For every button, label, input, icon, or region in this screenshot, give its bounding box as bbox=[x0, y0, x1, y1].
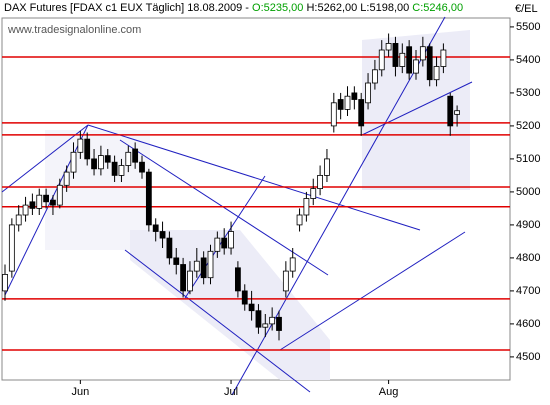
candle-body bbox=[269, 316, 276, 325]
candle-body bbox=[70, 151, 77, 173]
trend-line bbox=[87, 124, 421, 231]
candle-body bbox=[262, 323, 269, 328]
candle-body bbox=[2, 274, 8, 292]
candle-body bbox=[344, 95, 351, 110]
candle-body bbox=[433, 66, 440, 81]
candle-body bbox=[406, 46, 413, 74]
candle-body bbox=[303, 198, 310, 216]
candle-body bbox=[193, 260, 200, 272]
candle-body bbox=[337, 99, 344, 110]
candle-body bbox=[378, 49, 385, 71]
y-tick-label: 4600 bbox=[516, 318, 540, 330]
trend-line bbox=[124, 249, 311, 393]
candle-body bbox=[324, 158, 330, 176]
candle-body bbox=[98, 155, 104, 170]
candle-body bbox=[118, 165, 125, 176]
candle-body bbox=[241, 290, 248, 305]
candle-body bbox=[413, 59, 419, 74]
candle-body bbox=[296, 214, 303, 226]
candle-body bbox=[234, 267, 241, 292]
candle-body bbox=[419, 46, 426, 61]
candle-body bbox=[200, 257, 207, 279]
candle-body bbox=[111, 161, 118, 176]
candle-body bbox=[145, 171, 152, 226]
candle-body bbox=[132, 148, 139, 163]
candle-body bbox=[399, 52, 406, 67]
candle-body bbox=[50, 199, 56, 206]
candle-body bbox=[166, 237, 173, 259]
candle-body bbox=[447, 95, 454, 127]
candle-body bbox=[440, 49, 447, 67]
candle-body bbox=[221, 237, 228, 249]
trend-line bbox=[279, 231, 466, 351]
candle-body bbox=[43, 194, 49, 203]
candle-body bbox=[330, 102, 337, 127]
candle-body bbox=[392, 43, 399, 67]
candle-body bbox=[125, 151, 132, 166]
trend-line bbox=[1, 124, 89, 193]
x-tick-label: Aug bbox=[379, 386, 399, 398]
candle-body bbox=[289, 257, 296, 272]
x-tick-label: Jun bbox=[71, 386, 89, 398]
candle-body bbox=[77, 138, 84, 153]
trend-lines bbox=[1, 16, 473, 396]
candle-body bbox=[214, 237, 221, 252]
title-text: DAX Futures [FDAX c1 EUX Täglich] 18.08.… bbox=[4, 2, 252, 14]
candle-body bbox=[228, 231, 234, 249]
y-tick-label: 5500 bbox=[516, 21, 540, 33]
candle-body bbox=[358, 99, 365, 127]
candle-body bbox=[104, 155, 111, 163]
candle-body bbox=[56, 184, 63, 206]
trend-line bbox=[361, 81, 473, 136]
candle-body bbox=[282, 270, 289, 292]
candle-body bbox=[385, 43, 392, 51]
candle-body bbox=[426, 46, 433, 81]
candle-body bbox=[159, 231, 166, 239]
x-tick-label: Jul bbox=[224, 386, 238, 398]
candle-body bbox=[317, 175, 324, 190]
y-tick-label: 5000 bbox=[516, 186, 540, 198]
candle-body bbox=[8, 224, 15, 272]
candle-body bbox=[29, 201, 36, 209]
candle-body bbox=[207, 250, 214, 279]
candle-body bbox=[365, 82, 371, 104]
candle-body bbox=[91, 158, 97, 170]
candle-body bbox=[22, 204, 29, 216]
candle-body bbox=[84, 138, 91, 160]
candle-body bbox=[255, 310, 262, 328]
candle-body bbox=[351, 92, 358, 100]
candle-body bbox=[139, 161, 145, 173]
trend-line bbox=[231, 16, 446, 396]
candle-body bbox=[173, 257, 180, 265]
high-label: H:5262,00 bbox=[306, 2, 357, 14]
shaded-zone bbox=[130, 230, 330, 380]
y-tick-label: 4500 bbox=[516, 351, 540, 363]
y-tick-label: 4900 bbox=[516, 219, 540, 231]
candle-body bbox=[454, 110, 461, 115]
y-tick-label: 4700 bbox=[516, 285, 540, 297]
candle-body bbox=[152, 224, 159, 232]
candle-body bbox=[187, 270, 193, 292]
low-label: L:5198,00 bbox=[360, 2, 409, 14]
candle-body bbox=[15, 214, 22, 226]
close-label: C:5246,00 bbox=[412, 2, 463, 14]
candle-body bbox=[180, 264, 187, 292]
open-label: O:5235,00 bbox=[252, 2, 303, 14]
candle-body bbox=[310, 188, 317, 199]
watermark: www.tradesignalonline.com bbox=[7, 24, 141, 36]
candle-body bbox=[36, 194, 43, 209]
candle-body bbox=[276, 316, 282, 331]
trend-line bbox=[184, 175, 266, 299]
y-tick-label: 5400 bbox=[516, 54, 540, 66]
y-tick-label: 5200 bbox=[516, 120, 540, 132]
y-tick-label: 5100 bbox=[516, 153, 540, 165]
y-axis-label: €/EL bbox=[515, 3, 538, 15]
y-tick-label: 4800 bbox=[516, 252, 540, 264]
y-tick-label: 5300 bbox=[516, 87, 540, 99]
chart-title: DAX Futures [FDAX c1 EUX Täglich] 18.08.… bbox=[4, 2, 463, 14]
candle-body bbox=[248, 303, 255, 312]
candle-body bbox=[371, 69, 378, 84]
candle-body bbox=[63, 171, 70, 186]
